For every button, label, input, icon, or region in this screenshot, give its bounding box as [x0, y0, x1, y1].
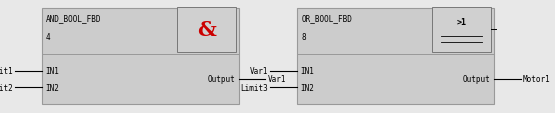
Text: Limit1: Limit1 — [0, 67, 13, 75]
Text: Var1: Var1 — [268, 75, 286, 84]
Text: IN2: IN2 — [300, 83, 314, 92]
FancyBboxPatch shape — [176, 7, 236, 52]
FancyBboxPatch shape — [432, 7, 491, 52]
FancyBboxPatch shape — [297, 9, 494, 104]
Text: AND_BOOL_FBD: AND_BOOL_FBD — [46, 14, 102, 22]
Text: IN1: IN1 — [45, 67, 59, 75]
Text: Var1: Var1 — [250, 67, 268, 75]
Text: IN2: IN2 — [45, 83, 59, 92]
Text: Motor1: Motor1 — [523, 75, 551, 84]
Text: 8: 8 — [301, 33, 306, 42]
Text: Limit2: Limit2 — [0, 83, 13, 92]
Text: IN1: IN1 — [300, 67, 314, 75]
FancyBboxPatch shape — [42, 9, 239, 104]
Text: OR_BOOL_FBD: OR_BOOL_FBD — [301, 14, 352, 22]
Text: Limit3: Limit3 — [240, 83, 268, 92]
Text: 4: 4 — [46, 33, 51, 42]
Text: Output: Output — [208, 75, 235, 84]
Text: Output: Output — [463, 75, 491, 84]
Text: &: & — [197, 20, 216, 40]
Text: >1: >1 — [457, 17, 467, 26]
